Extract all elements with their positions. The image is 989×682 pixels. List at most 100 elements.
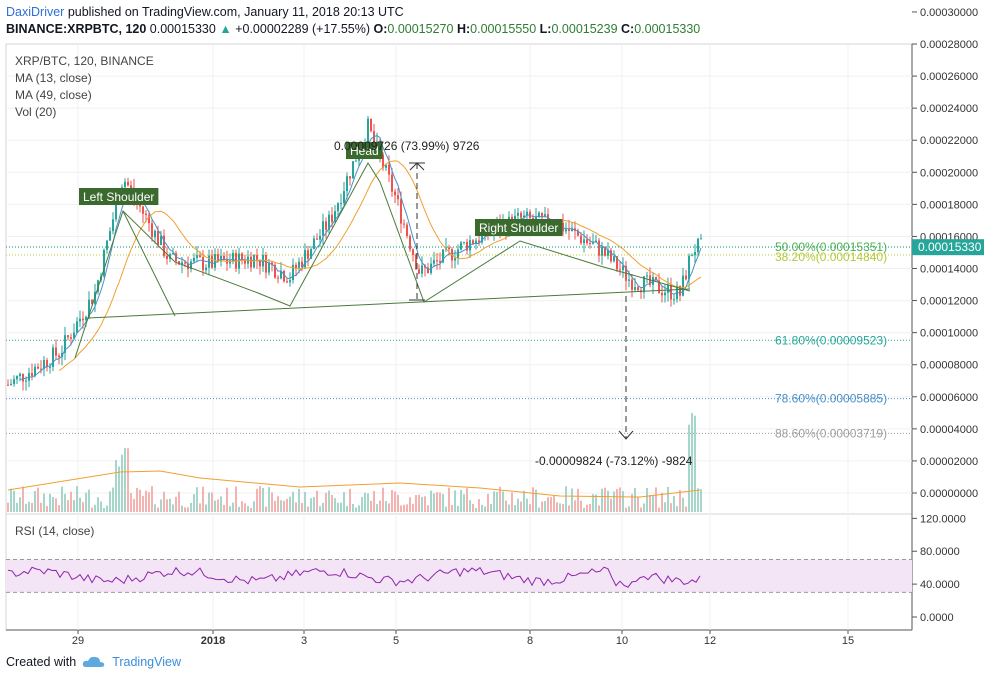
volume-bar: [364, 492, 366, 512]
candle-body: [313, 238, 315, 250]
candle-body: [370, 118, 372, 132]
volume-bar: [547, 497, 549, 512]
candle-body: [538, 212, 540, 217]
candle-body: [616, 256, 618, 270]
volume-bar: [94, 504, 96, 512]
candle-body: [568, 229, 570, 232]
candle-body: [115, 201, 117, 220]
legend-ma13[interactable]: MA (13, close): [15, 71, 92, 85]
volume-bar: [529, 504, 531, 512]
volume-bar: [208, 492, 210, 512]
candle-body: [283, 271, 285, 282]
volume-bar: [70, 491, 72, 512]
rsi-tick-label: 0.0000: [920, 612, 954, 624]
volume-bar: [82, 502, 84, 512]
candle-body: [442, 249, 444, 263]
volume-bar: [238, 506, 240, 512]
volume-bar: [31, 502, 33, 512]
volume-bar: [589, 503, 591, 512]
volume-bar: [553, 496, 555, 512]
fib-levels: 50.00%(0.00015351)38.20%(0.00014840)61.8…: [6, 240, 912, 440]
created-with-text: Created with: [6, 655, 77, 669]
candle-body: [298, 261, 300, 269]
volume-bar: [505, 500, 507, 512]
volume-bar: [667, 486, 669, 512]
tradingview-brand[interactable]: TradingView: [112, 655, 181, 669]
candle-body: [394, 191, 396, 196]
volume-bar: [442, 493, 444, 512]
time-axis: 29 2018 3 5 8 10 12 15: [72, 630, 854, 647]
volume-bar: [490, 503, 492, 512]
volume-bar: [271, 492, 273, 512]
candle-body: [433, 260, 435, 264]
volume-bar: [697, 488, 699, 512]
volume-bar: [190, 502, 192, 512]
candle-body: [352, 161, 354, 179]
candle-body: [391, 174, 393, 192]
candle-body: [37, 366, 39, 369]
candle-body: [82, 318, 84, 321]
candle-body: [337, 203, 339, 212]
candle-body: [244, 259, 246, 264]
candle-body: [388, 164, 390, 175]
open-label: O:: [373, 22, 388, 36]
candle-body: [295, 264, 297, 269]
volume-bar: [613, 491, 615, 512]
volume-bar: [637, 496, 639, 512]
volume-bar: [64, 493, 66, 512]
candle-body: [349, 176, 351, 179]
author-link[interactable]: DaxiDriver: [6, 5, 65, 19]
candle-body: [478, 240, 480, 243]
volume-bar: [112, 487, 114, 512]
volume-bar: [115, 460, 117, 512]
price-tick-label: 0.00012000: [920, 296, 978, 308]
volume-bar: [568, 505, 570, 512]
candle-body: [634, 287, 636, 290]
measure-down-arrow-icon: [618, 430, 634, 440]
candle-body: [355, 160, 357, 162]
volume-bar: [484, 506, 486, 512]
price-tick-label: 0.00002000: [920, 456, 978, 468]
price-axis: 0.00030000 0.00028000 0.00026000 0.00024000…: [912, 7, 984, 500]
volume-bar: [412, 504, 414, 512]
volume-bar: [151, 486, 153, 512]
grid: [6, 44, 912, 630]
volume-bar: [493, 491, 495, 512]
price-tick-label: 0.00006000: [920, 392, 978, 404]
volume-bar: [280, 500, 282, 512]
volume-bar: [175, 496, 177, 512]
volume-bar: [517, 498, 519, 512]
legend-ma49[interactable]: MA (49, close): [15, 88, 92, 102]
low-value: 0.00015239: [551, 22, 618, 36]
candle-body: [673, 299, 675, 301]
candle-body: [40, 368, 42, 370]
candle-body: [520, 212, 522, 218]
candle-body: [223, 255, 225, 260]
volume-bar: [265, 506, 267, 512]
rsi-legend[interactable]: RSI (14, close): [15, 524, 95, 538]
right-shoulder-tag: Right Shoulder: [479, 221, 558, 235]
volume-bar: [85, 492, 87, 512]
volume-bar: [541, 501, 543, 512]
volume-bar: [436, 492, 438, 512]
candle-body: [403, 223, 405, 225]
candle-body: [343, 191, 345, 204]
volume-bar: [235, 486, 237, 512]
candle-body: [256, 255, 258, 260]
candle-body: [613, 256, 615, 262]
candle-body: [325, 221, 327, 230]
volume-bar: [538, 507, 540, 512]
neckline: [87, 288, 691, 319]
ohlc-bar: BINANCE:XRPBTC, 120 0.00015330 ▲ +0.0000…: [6, 21, 700, 38]
candle-body: [589, 243, 591, 245]
volume-bar: [355, 507, 357, 512]
volume-bar: [124, 448, 126, 512]
volume-bar: [229, 506, 231, 512]
legend-vol[interactable]: Vol (20): [15, 105, 57, 119]
candle-body: [160, 235, 162, 245]
volume-bar: [499, 486, 501, 512]
candle-body: [25, 380, 27, 382]
volume-bar: [376, 504, 378, 512]
price-tick-label: 0.00028000: [920, 39, 978, 51]
